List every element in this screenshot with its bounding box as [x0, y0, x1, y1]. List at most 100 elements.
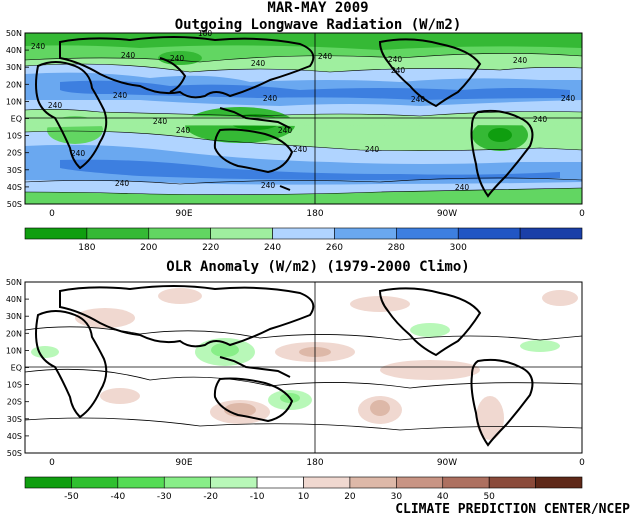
map1-gridlines	[25, 33, 582, 204]
title-season: MAR-MAY 2009	[267, 0, 368, 16]
lon-label: 0	[579, 458, 585, 468]
contour-label: 240	[365, 145, 380, 154]
lon-label: 180	[306, 209, 323, 219]
lat-label: 10N	[6, 346, 22, 355]
colorbar-swatch	[303, 476, 351, 489]
continent-outlines-1	[35, 36, 534, 198]
lon-label: 90W	[437, 458, 457, 468]
lat-label: 20S	[7, 398, 22, 407]
olr-itcz-band	[25, 116, 582, 128]
lon-label: 90E	[175, 209, 192, 219]
lat-label: 50N	[6, 29, 22, 38]
colorbar-tick: 50	[483, 492, 495, 502]
lat-label: 50S	[7, 449, 22, 458]
colorbar-swatch	[488, 476, 536, 489]
colorbar-tick: 280	[388, 243, 405, 253]
contour-label: 240	[278, 126, 293, 135]
colorbar-swatch	[71, 476, 119, 489]
contour-label: 240	[411, 95, 426, 104]
colorbar-tick: -50	[64, 492, 79, 502]
colorbar-tick: 300	[450, 243, 467, 253]
colorbar-swatch	[256, 476, 304, 489]
anomaly-colorbar: -50 -40 -30 -20 -10 10 20 30 40 50	[24, 476, 583, 502]
colorbar-swatch	[24, 227, 88, 240]
colorbar-tick: 10	[298, 492, 310, 502]
lat-label: 50N	[6, 278, 22, 287]
lon-label: 180	[306, 458, 323, 468]
colorbar-swatch	[396, 476, 444, 489]
lat-label: 20N	[6, 80, 22, 89]
colorbar-swatch	[519, 227, 583, 240]
contour-label: 180	[198, 29, 213, 38]
contour-label: 240	[455, 183, 470, 192]
contour-label: 240	[533, 115, 548, 124]
contour-label: 240	[513, 56, 528, 65]
contour-label: 240	[31, 42, 46, 51]
title-anomaly: OLR Anomaly (W/m2) (1979-2000 Climo)	[166, 259, 469, 275]
colorbar-swatch	[210, 227, 273, 240]
lat-label: EQ	[11, 364, 22, 373]
colorbar-tick: 240	[264, 243, 281, 253]
contour-label: 240	[293, 145, 308, 154]
colorbar-swatch	[396, 227, 459, 240]
lat-label: 10S	[7, 381, 22, 390]
olr-anomaly-map: 50N 40N 30N 20N 10N EQ 10S 20S 30S 40S 50S 0 90E 180…	[6, 278, 585, 468]
lat-label: 40S	[7, 432, 22, 441]
contour-label: 240	[261, 181, 276, 190]
lat-label: EQ	[11, 115, 22, 124]
map2-lat-labels: 50N 40N 30N 20N 10N EQ 10S 20S 30S 40S 50S	[6, 278, 29, 458]
colorbar-tick: 30	[391, 492, 403, 502]
olr-contours	[25, 53, 582, 195]
colorbar-swatch	[148, 227, 211, 240]
colorbar-tick: 260	[326, 243, 343, 253]
colorbar-tick: -30	[157, 492, 172, 502]
colorbar-swatch	[349, 476, 397, 489]
map1-contour-labels: 240 240 240 180 240 240 240 240 240 240 240 240 240 2…	[31, 29, 576, 192]
contour-label: 240	[176, 126, 191, 135]
olr-southern-cold-band	[25, 194, 582, 204]
colorbar-swatch	[457, 227, 521, 240]
lon-label: 90E	[175, 458, 192, 468]
lat-label: 30S	[7, 415, 22, 424]
contour-label: 240	[153, 117, 168, 126]
colorbar-swatch	[24, 476, 72, 489]
colorbar-swatch	[334, 227, 397, 240]
lat-label: 40N	[6, 295, 22, 304]
lat-label: 50S	[7, 200, 22, 209]
olr-colorbar: 180 200 220 240 260 280 300	[24, 227, 583, 253]
contour-label: 240	[318, 52, 333, 61]
map1-lat-labels: 50N 40N 30N 20N 10N EQ 10S 20S 30S 40S 50S	[6, 29, 29, 209]
olr-total-map: 240 240 240 180 240 240 240 240 240 240 240 240 240 2…	[6, 29, 585, 219]
contour-label: 240	[48, 101, 63, 110]
contour-label: 240	[170, 54, 185, 63]
map2-lon-labels: 0 90E 180 90W 0	[49, 458, 585, 468]
anomaly-zero-contours	[25, 326, 582, 431]
contour-label: 240	[113, 91, 128, 100]
colorbar-swatch	[272, 227, 335, 240]
colorbar-tick: 220	[202, 243, 219, 253]
contour-label: 240	[71, 149, 86, 158]
contour-label: 240	[561, 94, 576, 103]
contour-label: 240	[263, 94, 278, 103]
colorbar-tick: 180	[78, 243, 95, 253]
colorbar-tick: 200	[140, 243, 157, 253]
lon-label: 0	[49, 458, 55, 468]
lat-label: 30N	[6, 63, 22, 72]
title-olr: Outgoing Longwave Radiation (W/m2)	[175, 17, 462, 33]
colorbar-tick: 40	[437, 492, 449, 502]
continent-outlines-2	[35, 285, 534, 447]
olr-band-280-300-s	[60, 159, 560, 180]
map2-gridlines	[25, 282, 582, 453]
colorbar-tick: -40	[110, 492, 125, 502]
lat-label: 40S	[7, 183, 22, 192]
map1-lon-labels: 0 90E 180 90W 0	[49, 209, 585, 219]
contour-label: 240	[121, 51, 136, 60]
contour-label: 240	[115, 179, 130, 188]
lat-label: 30N	[6, 312, 22, 321]
colorbar-tick: -10	[250, 492, 265, 502]
lat-label: 20S	[7, 149, 22, 158]
lat-label: 10N	[6, 97, 22, 106]
lon-label: 0	[49, 209, 55, 219]
lat-label: 20N	[6, 329, 22, 338]
